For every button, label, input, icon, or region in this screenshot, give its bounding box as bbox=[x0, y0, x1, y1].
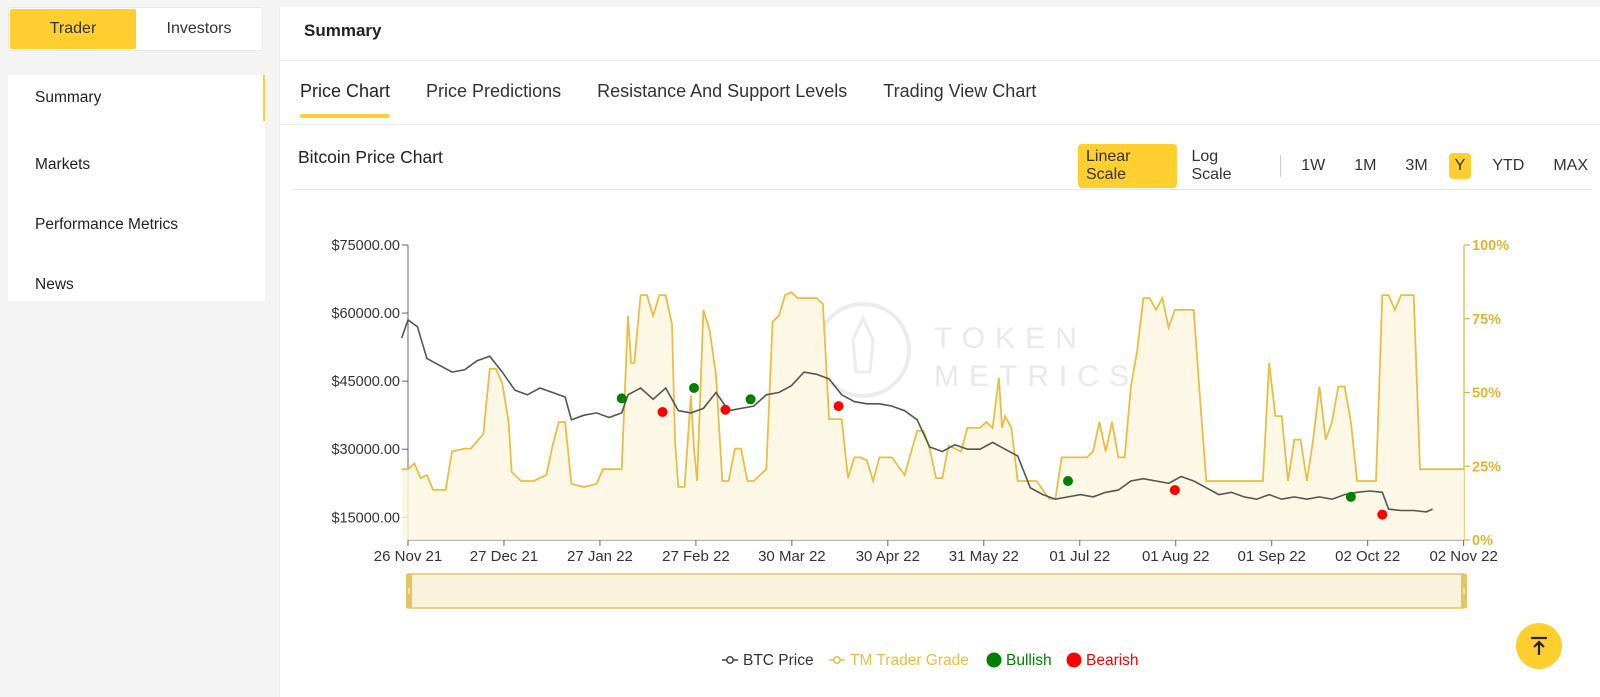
range-1w-button[interactable]: 1W bbox=[1301, 157, 1326, 174]
y-tick-label-left: $30000.00 bbox=[331, 442, 400, 458]
y-tick-label-left: $60000.00 bbox=[331, 306, 400, 322]
y-tick-label-right: 50% bbox=[1472, 386, 1501, 402]
log-scale-button[interactable]: Log Scale bbox=[1191, 148, 1232, 183]
divider bbox=[1280, 155, 1282, 177]
x-tick-label: 31 May 22 bbox=[949, 548, 1019, 565]
arrow-up-to-line-icon bbox=[1531, 636, 1547, 655]
x-tick-label: 30 Mar 22 bbox=[758, 548, 826, 565]
range-y-button[interactable]: Y bbox=[1448, 153, 1472, 179]
divider bbox=[280, 60, 1600, 61]
watermark: TOKEN METRICS bbox=[815, 302, 1139, 398]
range-selector: 1W 1M 3M Y YTD MAX bbox=[1293, 153, 1600, 179]
legend-label: Bearish bbox=[1086, 652, 1139, 669]
chart-controls: Linear Scale Log Scale 1W 1M 3M Y YTD MA… bbox=[1078, 144, 1600, 188]
tab-bar: Price Chart Price Predictions Resistance… bbox=[300, 81, 1072, 118]
legend-item-tm-trader-grade[interactable]: TM Trader Grade bbox=[829, 652, 969, 669]
tab-price-chart[interactable]: Price Chart bbox=[300, 81, 391, 118]
sidebar-nav: Summary Markets Performance Metrics News bbox=[8, 75, 265, 301]
watermark-text: TOKEN bbox=[934, 322, 1087, 355]
grade-area bbox=[401, 292, 1465, 540]
chart-axes: $15000.00 $30000.00 $45000.00 $60000.00 $750… bbox=[331, 238, 1509, 565]
x-tick-label: 27 Jan 22 bbox=[567, 548, 633, 565]
sidebar-item-summary[interactable]: Summary bbox=[8, 75, 265, 121]
signal-markers bbox=[616, 382, 1388, 520]
legend-label: Bullish bbox=[1006, 652, 1052, 669]
bullish-signal bbox=[689, 382, 699, 393]
x-tick-label: 30 Apr 22 bbox=[856, 548, 920, 565]
x-tick-label: 26 Nov 21 bbox=[374, 548, 442, 565]
x-tick-label: 01 Sep 22 bbox=[1238, 548, 1306, 565]
linear-scale-button[interactable]: Linear Scale bbox=[1078, 144, 1178, 188]
tab-resistance-support[interactable]: Resistance And Support Levels bbox=[597, 81, 848, 101]
legend-label: BTC Price bbox=[743, 652, 814, 669]
x-tick-label: 01 Aug 22 bbox=[1142, 548, 1210, 565]
legend-item-btc-price[interactable]: BTC Price bbox=[722, 652, 814, 669]
watermark-text: METRICS bbox=[934, 360, 1139, 393]
divider bbox=[280, 124, 1600, 125]
investors-role-button[interactable]: Investors bbox=[166, 20, 232, 37]
tab-trading-view-chart[interactable]: Trading View Chart bbox=[883, 81, 1037, 101]
sidebar-item-news[interactable]: News bbox=[35, 276, 74, 293]
x-tick-label: 02 Oct 22 bbox=[1335, 548, 1400, 565]
tab-price-predictions[interactable]: Price Predictions bbox=[426, 81, 562, 101]
chart-title: Bitcoin Price Chart bbox=[298, 147, 443, 167]
trader-role-button[interactable]: Trader bbox=[10, 9, 136, 49]
x-tick-label: 27 Dec 21 bbox=[470, 548, 538, 565]
y-tick-label-left: $45000.00 bbox=[331, 374, 400, 390]
y-tick-label-left: $15000.00 bbox=[331, 510, 400, 526]
divider bbox=[292, 189, 1592, 190]
y-tick-label-right: 75% bbox=[1472, 312, 1501, 328]
navigator-window[interactable] bbox=[407, 573, 1465, 609]
page-title: Summary bbox=[304, 21, 382, 40]
series-btc-price bbox=[400, 318, 1433, 513]
bullish-signal bbox=[616, 393, 627, 404]
y-tick-label-right: 25% bbox=[1472, 459, 1501, 475]
y-tick-label-right: 100% bbox=[1472, 238, 1509, 254]
range-ytd-button[interactable]: YTD bbox=[1492, 157, 1525, 174]
x-tick-label: 27 Feb 22 bbox=[662, 548, 730, 565]
bearish-signal bbox=[657, 407, 668, 418]
chart-legend: BTC Price TM Trader Grade Bullish Bearis… bbox=[722, 652, 1139, 669]
x-tick-label: 02 Nov 22 bbox=[1429, 548, 1497, 565]
bearish-signal bbox=[720, 404, 731, 415]
legend-item-bullish[interactable]: Bullish bbox=[986, 652, 1052, 669]
range-navigator[interactable] bbox=[406, 573, 1467, 609]
watermark-rocket-body bbox=[851, 314, 875, 374]
series-tm-trader-grade bbox=[401, 291, 1465, 540]
bearish-signal bbox=[833, 401, 844, 412]
legend-label: TM Trader Grade bbox=[850, 652, 969, 669]
y-tick-label-right: 0% bbox=[1472, 533, 1493, 549]
scroll-to-top-button[interactable] bbox=[1516, 623, 1562, 669]
bullish-signal bbox=[1063, 476, 1073, 486]
bitcoin-price-chart[interactable]: TOKEN METRICS $15000.00 $30000.00 $45000.0… bbox=[0, 0, 1600, 681]
bullish-signal bbox=[745, 394, 756, 405]
btc-price-line bbox=[400, 318, 1433, 513]
sidebar-item-markets[interactable]: Markets bbox=[35, 156, 91, 173]
range-max-button[interactable]: MAX bbox=[1553, 157, 1588, 174]
bullish-signal bbox=[1345, 491, 1356, 502]
y-tick-label-left: $75000.00 bbox=[331, 238, 400, 254]
range-3m-button[interactable]: 3M bbox=[1405, 157, 1428, 174]
bearish-signal bbox=[1377, 509, 1388, 520]
sidebar-item-performance-metrics[interactable]: Performance Metrics bbox=[35, 216, 178, 233]
x-tick-label: 01 Jul 22 bbox=[1049, 548, 1110, 565]
legend-item-bearish[interactable]: Bearish bbox=[1066, 652, 1139, 669]
grade-line bbox=[401, 291, 1464, 500]
range-1m-button[interactable]: 1M bbox=[1354, 157, 1377, 174]
bearish-signal bbox=[1169, 485, 1180, 496]
role-toggle: Trader Investors bbox=[8, 7, 263, 51]
